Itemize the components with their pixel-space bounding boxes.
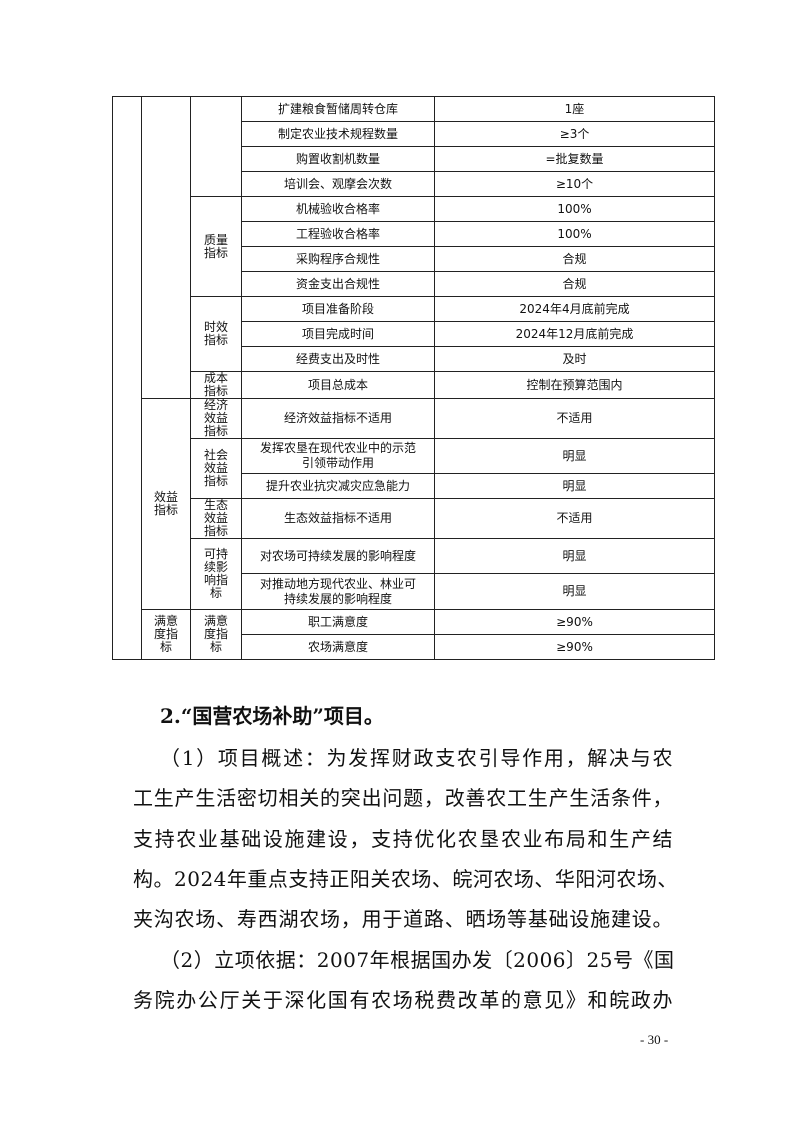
indicator-name: 扩建粮食暂储周转仓库 <box>241 96 435 122</box>
indicator-value: 合规 <box>434 246 715 272</box>
table-row: 采购程序合规性 合规 <box>113 246 715 272</box>
table-row: 培训会、观摩会次数 ≥10个 <box>113 171 715 197</box>
indicator-name: 工程验收合格率 <box>241 221 435 247</box>
table-row: 生态效益指标 生态效益指标不适用 不适用 <box>113 498 715 539</box>
paragraph-line: （2）立项依据：2007年根据国办发〔2006〕25号《国 <box>160 947 675 972</box>
indicator-name: 对推动地方现代农业、林业可持续发展的影响程度 <box>241 573 435 610</box>
level3-indicator: 满意度指标 <box>190 609 242 660</box>
indicator-value: 及时 <box>434 346 715 372</box>
indicator-value: 明显 <box>434 438 715 474</box>
indicator-name: 项目准备阶段 <box>241 296 435 322</box>
indicator-name: 培训会、观摩会次数 <box>241 171 435 197</box>
table-row: 制定农业技术规程数量 ≥3个 <box>113 121 715 147</box>
indicator-name: 采购程序合规性 <box>241 246 435 272</box>
paragraph-line: 务院办公厅关于深化国有农场税费改革的意见》和皖政办 <box>133 987 673 1012</box>
indicator-name: 制定农业技术规程数量 <box>241 121 435 147</box>
table-row: 资金支出合规性 合规 <box>113 271 715 297</box>
indicator-name: 购置收割机数量 <box>241 146 435 172</box>
indicator-name: 职工满意度 <box>241 609 435 635</box>
level2-indicator: 满意度指标 <box>141 609 191 660</box>
level2-indicator <box>141 96 191 399</box>
level3-indicator: 质量指标 <box>190 196 242 297</box>
indicator-name: 经济效益指标不适用 <box>241 398 435 439</box>
table-row: 成本指标 项目总成本 控制在预算范围内 <box>113 371 715 399</box>
performance-indicator-table: 扩建粮食暂储周转仓库 1座 制定农业技术规程数量 ≥3个 购置收割机数量 =批复数量 培训会… <box>112 96 715 660</box>
level3-indicator <box>190 96 242 197</box>
level3-indicator: 生态效益指标 <box>190 498 242 539</box>
paragraph-line: 夹沟农场、寿西湖农场，用于道路、晒场等基础设施建设。 <box>133 907 673 932</box>
indicator-value: 明显 <box>434 573 715 610</box>
paragraph-line: 支持农业基础设施建设，支持优化农垦农业布局和生产结 <box>133 826 673 851</box>
paragraph-line: 工生产生活密切相关的突出问题，改善农工生产生活条件， <box>133 786 673 811</box>
level3-indicator: 时效指标 <box>190 296 242 372</box>
indicator-value: 不适用 <box>434 398 715 439</box>
table-row: 社会效益指标 发挥农垦在现代农业中的示范引领带动作用 明显 <box>113 438 715 499</box>
table-row: 时效指标 项目准备阶段 2024年4月底前完成 <box>113 296 715 372</box>
page-number: - 30 - <box>640 1032 669 1047</box>
indicator-name: 提升农业抗灾减灾应急能力 <box>241 473 435 499</box>
table-row: 对推动地方现代农业、林业可持续发展的影响程度 明显 <box>113 573 715 610</box>
paragraph-line: （1）项目概述：为发挥财政支农引导作用，解决与农 <box>160 746 673 770</box>
indicator-value: 2024年4月底前完成 <box>434 296 715 322</box>
level3-indicator: 成本指标 <box>190 371 242 399</box>
indicator-value: 1座 <box>434 96 715 122</box>
indicator-name: 项目总成本 <box>241 371 435 399</box>
indicator-name: 经费支出及时性 <box>241 346 435 372</box>
indicator-value: 明显 <box>434 473 715 499</box>
table-row: 可持续影响指标 对农场可持续发展的影响程度 明显 <box>113 538 715 610</box>
level1-cell <box>112 96 142 660</box>
table-row: 工程验收合格率 100% <box>113 221 715 247</box>
table-row: 农场满意度 ≥90% <box>113 634 715 660</box>
table-row: 项目完成时间 2024年12月底前完成 <box>113 321 715 347</box>
indicator-value: 合规 <box>434 271 715 297</box>
table-row: 购置收割机数量 =批复数量 <box>113 146 715 172</box>
indicator-name: 资金支出合规性 <box>241 271 435 297</box>
indicator-value: 100% <box>434 221 715 247</box>
indicator-value: 100% <box>434 196 715 222</box>
indicator-value: ≥3个 <box>434 121 715 147</box>
indicator-name: 对农场可持续发展的影响程度 <box>241 538 435 574</box>
indicator-name: 发挥农垦在现代农业中的示范引领带动作用 <box>241 438 435 474</box>
indicator-value: =批复数量 <box>434 146 715 172</box>
table-row: 满意度指标 满意度指标 职工满意度 ≥90% <box>113 609 715 660</box>
table-row: 经费支出及时性 及时 <box>113 346 715 372</box>
table-row: 扩建粮食暂储周转仓库 1座 <box>112 96 715 660</box>
indicator-value: ≥90% <box>434 634 715 660</box>
indicator-name: 生态效益指标不适用 <box>241 498 435 539</box>
level3-indicator: 社会效益指标 <box>190 438 242 499</box>
indicator-name: 农场满意度 <box>241 634 435 660</box>
indicator-value: 明显 <box>434 538 715 574</box>
paragraph-line: 构。2024年重点支持正阳关农场、皖河农场、华阳河农场、 <box>133 866 678 891</box>
level3-indicator: 经济效益指标 <box>190 398 242 439</box>
indicator-value: 2024年12月底前完成 <box>434 321 715 347</box>
section-heading: 2.“国营农场补助”项目。 <box>160 704 384 728</box>
indicator-value: 控制在预算范围内 <box>434 371 715 399</box>
table-row: 质量指标 机械验收合格率 100% <box>113 196 715 297</box>
level2-indicator: 效益指标 <box>141 398 191 610</box>
indicator-value: ≥90% <box>434 609 715 635</box>
indicator-name: 项目完成时间 <box>241 321 435 347</box>
table-row: 效益指标 经济效益指标 经济效益指标不适用 不适用 <box>113 398 715 610</box>
indicator-value: 不适用 <box>434 498 715 539</box>
level3-indicator: 可持续影响指标 <box>190 538 242 610</box>
indicator-name: 机械验收合格率 <box>241 196 435 222</box>
indicator-value: ≥10个 <box>434 171 715 197</box>
